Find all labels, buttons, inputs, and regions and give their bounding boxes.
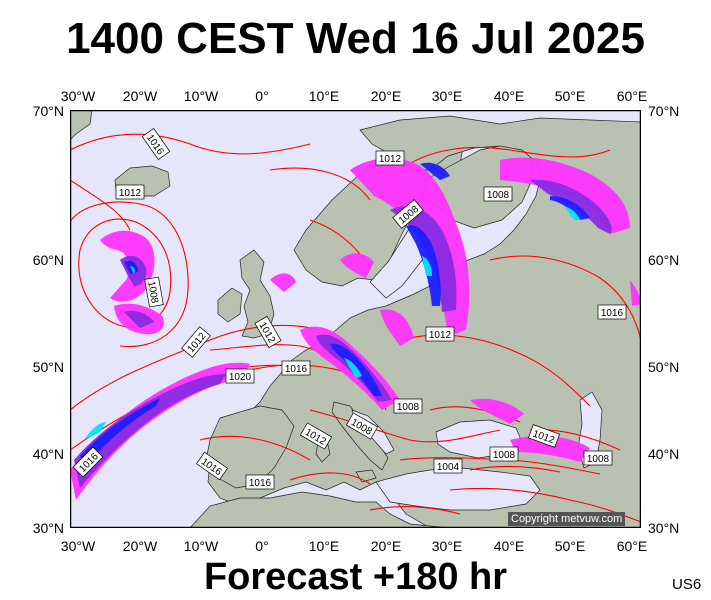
isobar-label: 1008 [393, 398, 423, 414]
svg-text:1016: 1016 [601, 308, 624, 319]
lon-tick: 20°W [122, 538, 158, 554]
lon-tick: 0° [255, 88, 269, 104]
model-code: US6 [672, 576, 702, 593]
lat-tick: 70°N [648, 103, 680, 119]
forecast-label: Forecast +180 hr [203, 556, 508, 598]
svg-text:1008: 1008 [397, 402, 420, 413]
svg-text:1012: 1012 [119, 188, 142, 199]
lon-tick: 60°E [616, 88, 648, 104]
svg-text:1012: 1012 [429, 330, 452, 341]
isobar-label: 1008 [483, 186, 513, 202]
svg-text:1020: 1020 [229, 372, 252, 383]
lon-tick: 20°W [122, 88, 158, 104]
lon-tick: 0° [255, 538, 269, 554]
isobar-label: 1020 [225, 368, 255, 384]
map-title: 1400 CEST Wed 16 Jul 2025 [66, 14, 645, 63]
svg-text:1016: 1016 [249, 478, 272, 489]
lon-tick: 30°E [431, 88, 463, 104]
copyright-badge: Copyright metvuw.com [508, 512, 626, 526]
lon-tick: 20°E [370, 538, 402, 554]
lat-tick: 30°N [648, 520, 680, 536]
lon-tick: 60°E [616, 538, 648, 554]
lon-tick: 10°E [308, 88, 340, 104]
lon-tick: 30°W [60, 538, 96, 554]
svg-text:1016: 1016 [285, 364, 308, 375]
lon-tick: 10°E [308, 538, 340, 554]
lat-tick: 30°N [32, 520, 64, 536]
lat-tick: 60°N [648, 252, 680, 268]
lat-tick: 50°N [648, 359, 680, 375]
isobar-label: 1016 [597, 304, 627, 320]
isobar-label: 1016 [245, 474, 275, 490]
isobars [70, 133, 641, 523]
svg-text:1008: 1008 [587, 454, 610, 465]
svg-text:1012: 1012 [379, 154, 402, 165]
lon-tick: 30°W [60, 88, 96, 104]
isobar-label: 1012 [425, 326, 455, 342]
lon-tick: 30°E [431, 538, 463, 554]
lat-tick: 50°N [32, 359, 64, 375]
isobar-label: 1008 [144, 276, 164, 308]
lon-tick: 50°E [554, 88, 586, 104]
isobar-label: 1016 [281, 360, 311, 376]
lon-tick: 10°W [183, 538, 219, 554]
lat-tick: 70°N [32, 103, 64, 119]
lon-tick: 10°W [183, 88, 219, 104]
lat-tick: 40°N [648, 446, 680, 462]
lon-tick: 50°E [554, 538, 586, 554]
isobar-label: 1012 [115, 184, 145, 200]
svg-text:1004: 1004 [437, 462, 460, 473]
isobar-label: 1012 [375, 150, 405, 166]
lon-tick: 20°E [370, 88, 402, 104]
svg-text:1008: 1008 [145, 280, 160, 304]
lat-tick: 60°N [32, 252, 64, 268]
isobar-label: 1004 [433, 458, 463, 474]
isobar-label: 1008 [583, 450, 613, 466]
isobar-label: 1012 [299, 422, 333, 450]
lon-tick: 40°E [493, 538, 525, 554]
svg-text:1008: 1008 [493, 450, 516, 461]
isobar-label: 1008 [489, 446, 519, 462]
lon-tick: 40°E [493, 88, 525, 104]
lat-tick: 40°N [32, 446, 64, 462]
weather-map: 1016 1012 1012 1008 1008 1008 [70, 110, 641, 528]
svg-text:1008: 1008 [487, 190, 510, 201]
map-frame [70, 110, 641, 528]
